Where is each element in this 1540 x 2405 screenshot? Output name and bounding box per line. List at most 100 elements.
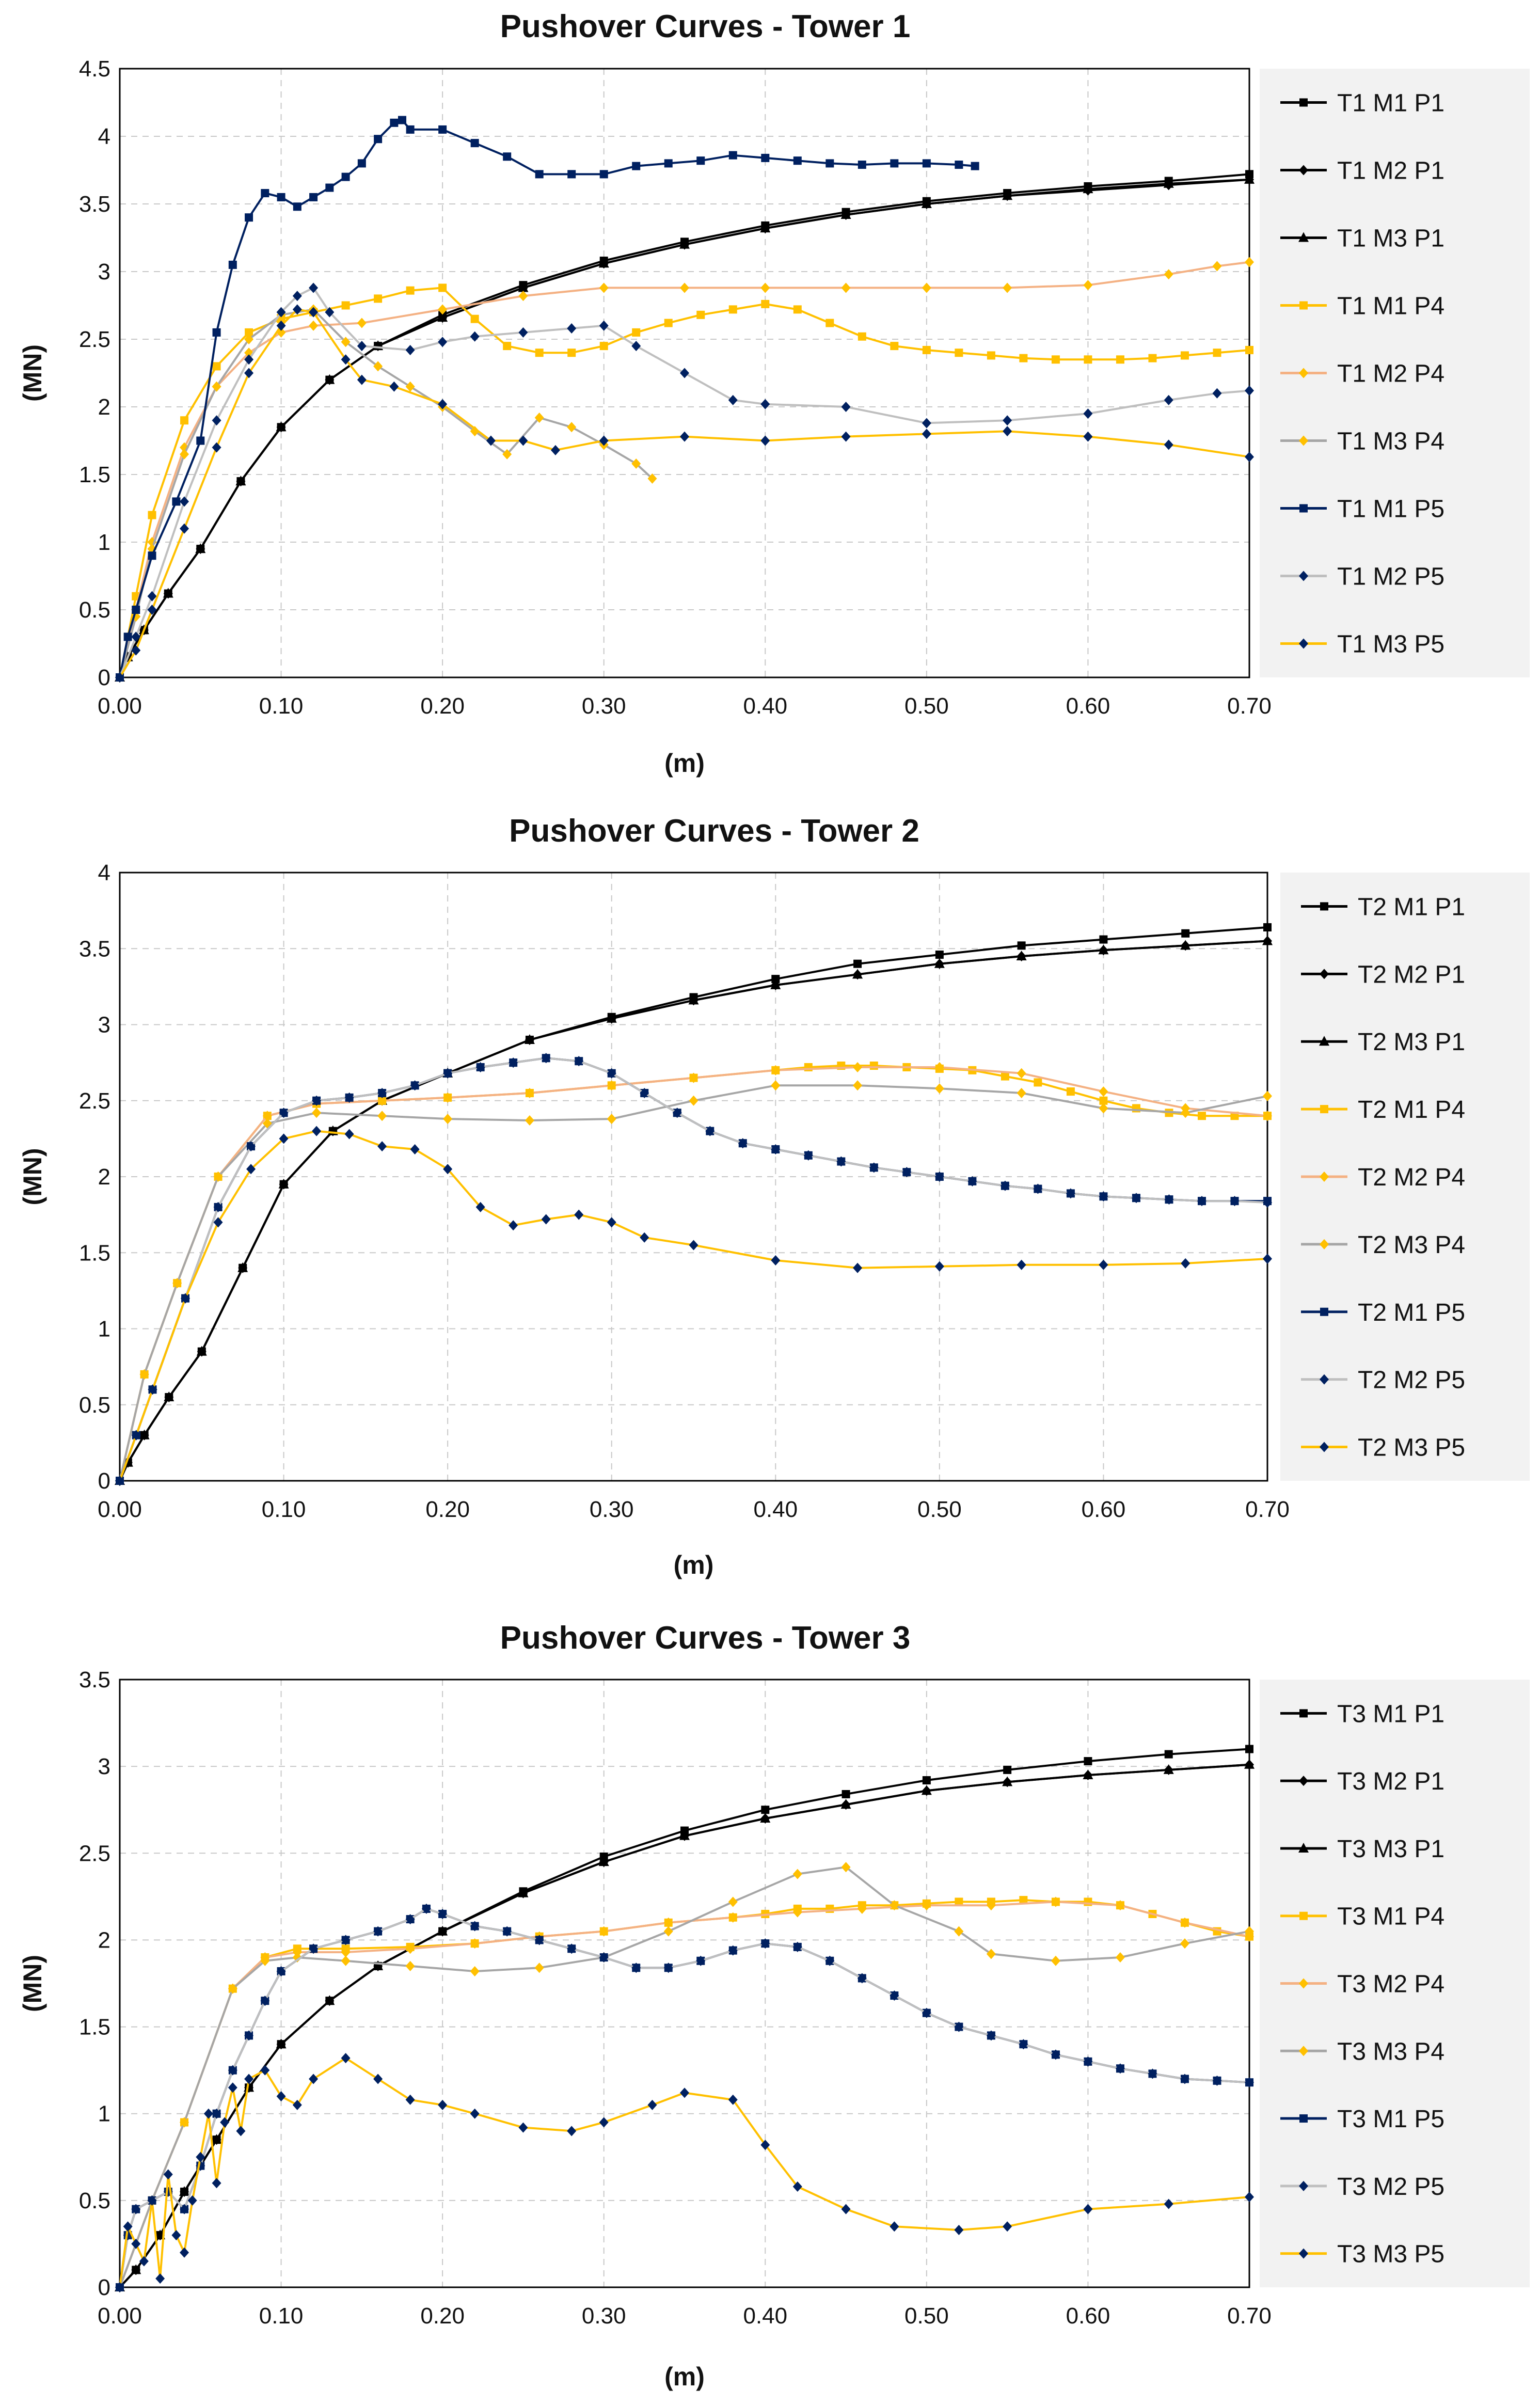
data-point [237, 1262, 248, 1272]
data-point [1180, 351, 1189, 360]
data-point [131, 2238, 141, 2249]
data-point [443, 1114, 453, 1125]
data-point [761, 1806, 770, 1814]
legend-entry: T1 M2 P1 [1280, 157, 1444, 185]
data-point [438, 125, 447, 134]
legend-label: T3 M3 P4 [1337, 2038, 1444, 2065]
data-point [574, 1209, 584, 1220]
legend-marker [1299, 98, 1308, 107]
data-point [1212, 261, 1222, 272]
legend-marker [1299, 638, 1308, 649]
data-point [309, 193, 318, 201]
data-point [1148, 2068, 1157, 2079]
data-point [236, 2126, 246, 2137]
data-point [1164, 439, 1173, 450]
series-t3-m3-p1 [115, 1759, 1255, 2291]
data-point [312, 1126, 322, 1136]
data-point [1051, 355, 1060, 364]
data-point [954, 2225, 964, 2236]
data-point [705, 1126, 715, 1136]
data-point [438, 283, 447, 292]
series-line [119, 287, 1250, 678]
data-point [1164, 1750, 1173, 1759]
legend-marker [1299, 165, 1308, 176]
y-tick-label: 2 [98, 1927, 110, 1953]
legend-marker [1320, 1239, 1329, 1249]
data-point [212, 381, 221, 392]
data-point [405, 1960, 415, 1971]
x-tick-label: 0.20 [425, 1497, 470, 1522]
data-point [1002, 190, 1013, 200]
data-point [443, 1068, 453, 1079]
data-point [1051, 2049, 1060, 2060]
legend-label: T1 M1 P1 [1337, 90, 1444, 117]
data-point [632, 328, 641, 337]
data-point [1099, 1259, 1108, 1270]
data-point [1083, 1769, 1093, 1779]
data-point [934, 958, 945, 968]
legend-label: T3 M1 P4 [1337, 1903, 1444, 1931]
data-point [405, 1914, 415, 1925]
data-point [438, 399, 448, 409]
x-tick-label: 0.20 [420, 2303, 465, 2329]
data-point [1245, 1931, 1254, 1942]
y-axis-label: (MN) [18, 1955, 47, 2012]
data-point [574, 1056, 584, 1067]
data-point [1019, 1896, 1028, 1905]
series-t2-m2-p4 [115, 1062, 1272, 1486]
legend-entry: T1 M2 P4 [1280, 360, 1444, 388]
y-tick-label: 1 [98, 530, 110, 555]
data-point [935, 951, 944, 959]
data-point [277, 193, 285, 201]
legend-entry: T1 M1 P5 [1280, 496, 1444, 523]
data-point [567, 349, 576, 357]
x-tick-label: 0.60 [1066, 2303, 1110, 2329]
legend-label: T3 M1 P1 [1337, 1700, 1444, 1728]
legend-label: T3 M2 P4 [1337, 1971, 1444, 1998]
data-point [934, 1172, 944, 1182]
data-point [180, 449, 189, 460]
data-point [357, 374, 367, 385]
data-point [172, 1278, 182, 1289]
data-point [278, 1178, 289, 1189]
legend-marker [1320, 969, 1329, 979]
legend-label: T2 M1 P4 [1358, 1096, 1465, 1124]
data-point [599, 1952, 609, 1963]
data-point [607, 1217, 616, 1228]
data-point [567, 2126, 577, 2137]
y-tick-label: 0.5 [79, 597, 110, 623]
data-point [955, 1897, 963, 1906]
x-tick-label: 0.40 [753, 1497, 798, 1522]
legend-label: T3 M2 P5 [1337, 2173, 1444, 2201]
data-point [1115, 1900, 1125, 1911]
data-point [180, 2247, 189, 2258]
legend-marker [1299, 504, 1308, 513]
x-tick-label: 0.50 [904, 693, 949, 719]
data-point [632, 162, 641, 170]
data-point [1083, 183, 1093, 194]
y-tick-label: 1.5 [79, 2015, 110, 2040]
data-point [1131, 1193, 1141, 1204]
legend-entry: T3 M1 P5 [1280, 2106, 1444, 2133]
data-point [1051, 1955, 1060, 1966]
data-point [1230, 1196, 1240, 1207]
data-point [503, 152, 512, 161]
data-point [696, 310, 705, 319]
data-point [1181, 1258, 1190, 1269]
series-line [119, 940, 1268, 1481]
data-point [131, 631, 141, 642]
data-point [309, 2074, 319, 2084]
series-t1-m2-p4 [115, 257, 1254, 683]
series-line [119, 1057, 1268, 1481]
data-point [1263, 1197, 1272, 1208]
x-tick-label: 0.00 [98, 1497, 142, 1522]
data-point [541, 1214, 551, 1225]
data-point [954, 1926, 964, 1937]
data-point [357, 341, 367, 352]
data-point [599, 342, 608, 351]
legend-label: T2 M2 P1 [1358, 961, 1465, 988]
data-point [293, 202, 301, 211]
data-point [599, 435, 609, 446]
legend-entry: T2 M2 P1 [1301, 961, 1465, 988]
